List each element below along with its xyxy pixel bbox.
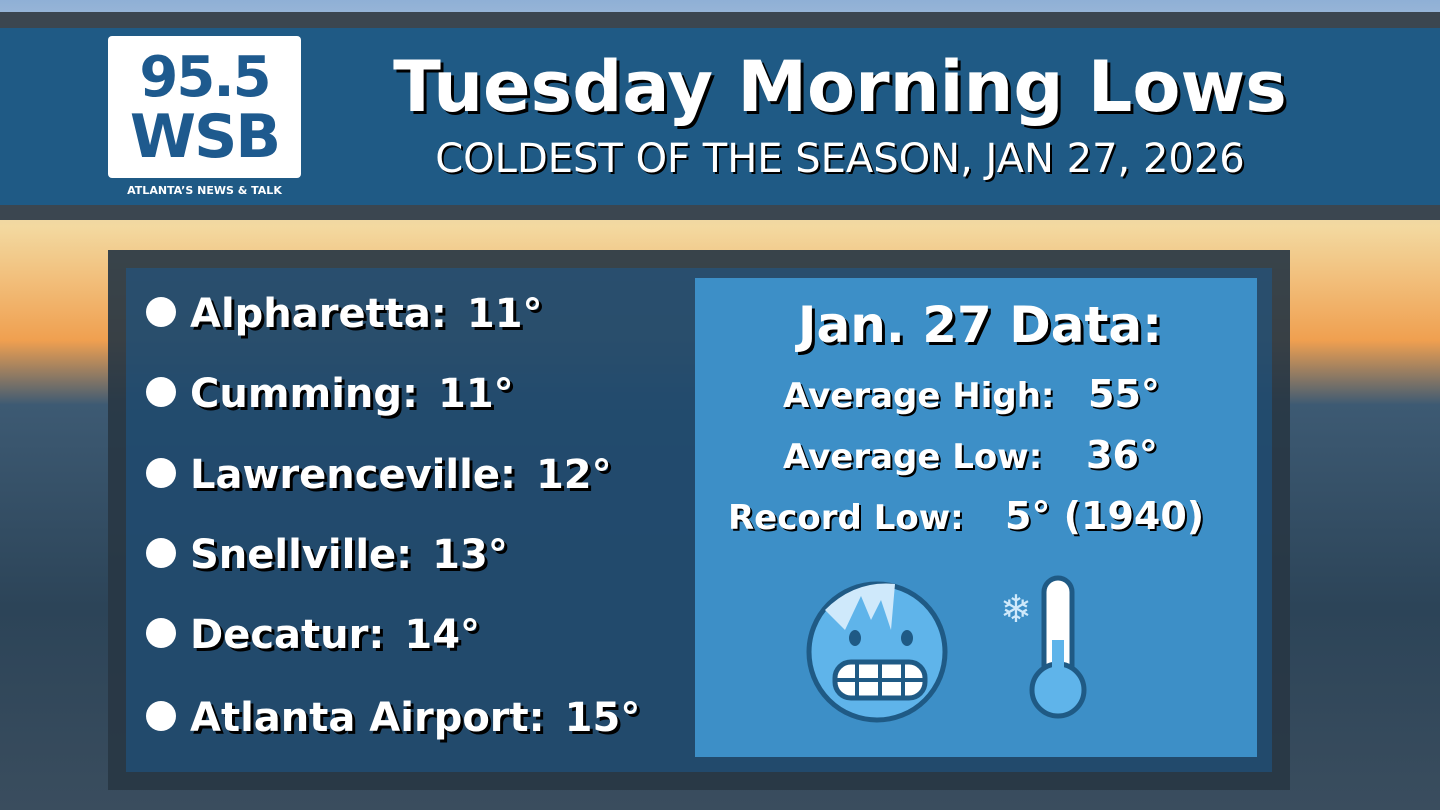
panel-title: Jan. 27 Data:: [797, 296, 1163, 354]
cold-face-icon: [806, 581, 948, 723]
row-label: Record Low:: [728, 498, 964, 538]
bullet: [146, 458, 176, 488]
bullet: [146, 701, 176, 731]
data-panel: [695, 278, 1257, 757]
low-item: Snellville: 13°: [146, 530, 508, 580]
logo: 95.5 WSB: [108, 36, 301, 178]
thermometer-icon: ❄: [1000, 575, 1087, 719]
temp: 14°: [404, 612, 481, 658]
city: Atlanta Airport:: [190, 695, 545, 741]
low-item: Lawrenceville: 12°: [146, 450, 612, 500]
city: Snellville:: [190, 532, 413, 578]
row-value: 5° (1940): [1005, 494, 1205, 538]
row-label: Average High:: [783, 376, 1055, 416]
bullet: [146, 538, 176, 568]
logo-name: WSB: [129, 102, 281, 172]
temp: 13°: [432, 532, 508, 578]
logo-tagline: ATLANTA’S NEWS & TALK: [127, 184, 282, 197]
temp: 11°: [466, 291, 543, 337]
bullet: [146, 377, 176, 407]
city: Decatur:: [190, 612, 385, 658]
bullet: [146, 618, 176, 648]
bullet: [146, 297, 176, 327]
city: Alpharetta:: [190, 291, 447, 337]
row-label: Average Low:: [783, 437, 1043, 477]
subtitle: COLDEST OF THE SEASON, JAN 27, 2026: [435, 136, 1245, 182]
low-item: Atlanta Airport: 15°: [146, 693, 640, 743]
low-item: Alpharetta: 11°: [146, 289, 543, 339]
low-item: Decatur: 14°: [146, 610, 480, 660]
temp: 15°: [564, 695, 641, 741]
title: Tuesday Morning Lows: [393, 46, 1287, 128]
temp: 11°: [438, 371, 514, 417]
logo-number: 95.5: [139, 45, 271, 110]
low-item: Cumming: 11°: [146, 369, 514, 419]
temp: 12°: [535, 452, 612, 498]
row-value: 36°: [1086, 433, 1158, 477]
city: Cumming:: [190, 371, 419, 417]
city: Lawrenceville:: [190, 452, 516, 498]
row-value: 55°: [1088, 372, 1160, 416]
snowflake: ❄: [1000, 587, 1032, 631]
